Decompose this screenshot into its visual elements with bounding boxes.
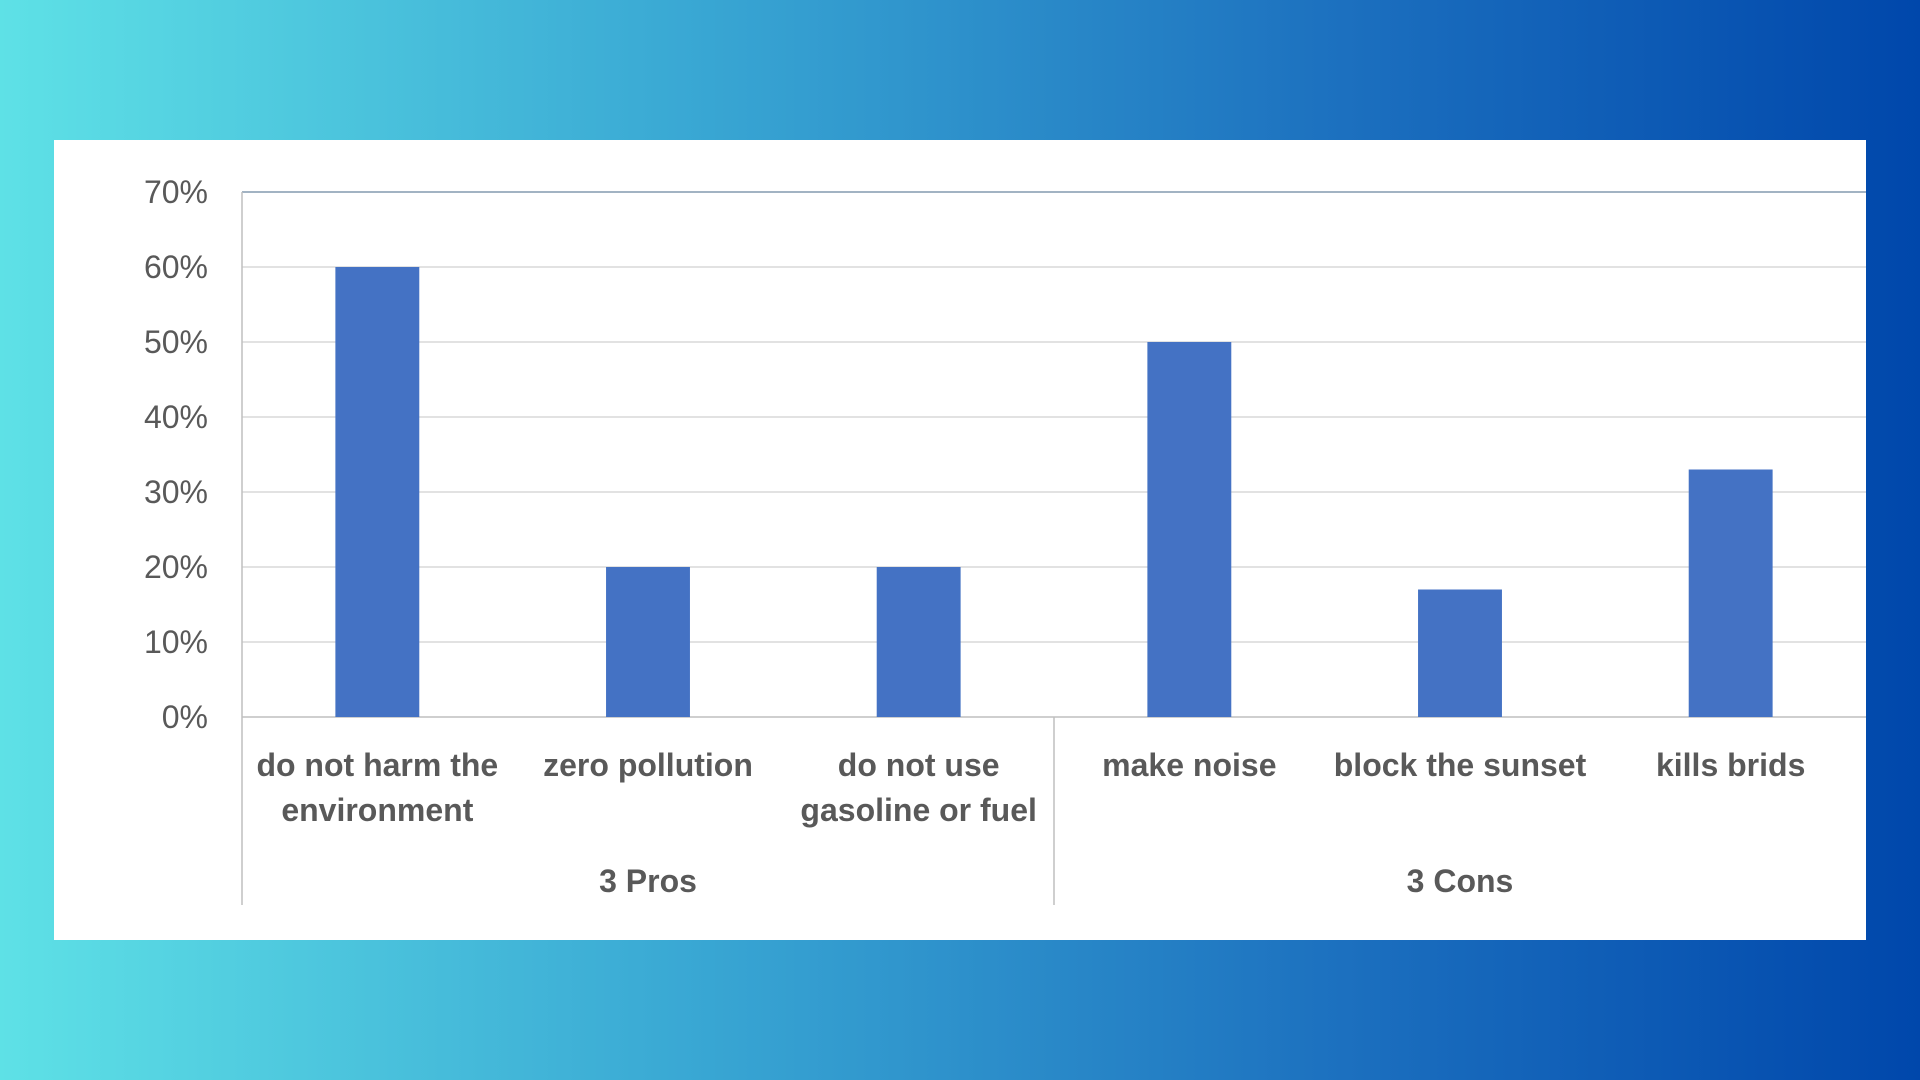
bar	[1688, 469, 1773, 717]
y-tick-label: 10%	[144, 624, 208, 660]
chart-card: 0% 10% 20% 30% 40% 50% 60% 70% do not harm the en…	[54, 140, 1866, 940]
x-category-label: environment	[281, 792, 473, 828]
bar	[335, 267, 420, 717]
x-category-label: zero pollution	[543, 747, 753, 783]
x-group-label: 3 Pros	[599, 863, 697, 899]
bar	[876, 567, 961, 717]
y-tick-label: 0%	[162, 699, 208, 735]
x-category-label: gasoline or fuel	[800, 792, 1036, 828]
x-category-label: kills brids	[1656, 747, 1805, 783]
y-tick-label: 70%	[144, 174, 208, 210]
x-group-label: 3 Cons	[1407, 863, 1514, 899]
y-tick-label: 60%	[144, 249, 208, 285]
x-category-label: block the sunset	[1334, 747, 1587, 783]
bar-chart: 0% 10% 20% 30% 40% 50% 60% 70% do not harm the en…	[144, 174, 1866, 905]
x-category-label: do not use	[838, 747, 1000, 783]
x-category-label: do not harm the	[256, 747, 498, 783]
y-tick-label: 50%	[144, 324, 208, 360]
x-category-label: make noise	[1102, 747, 1276, 783]
y-tick-label: 30%	[144, 474, 208, 510]
y-tick-label: 20%	[144, 549, 208, 585]
bar	[1418, 589, 1502, 717]
bar	[1147, 342, 1232, 717]
bar	[606, 567, 690, 717]
y-tick-label: 40%	[144, 399, 208, 435]
